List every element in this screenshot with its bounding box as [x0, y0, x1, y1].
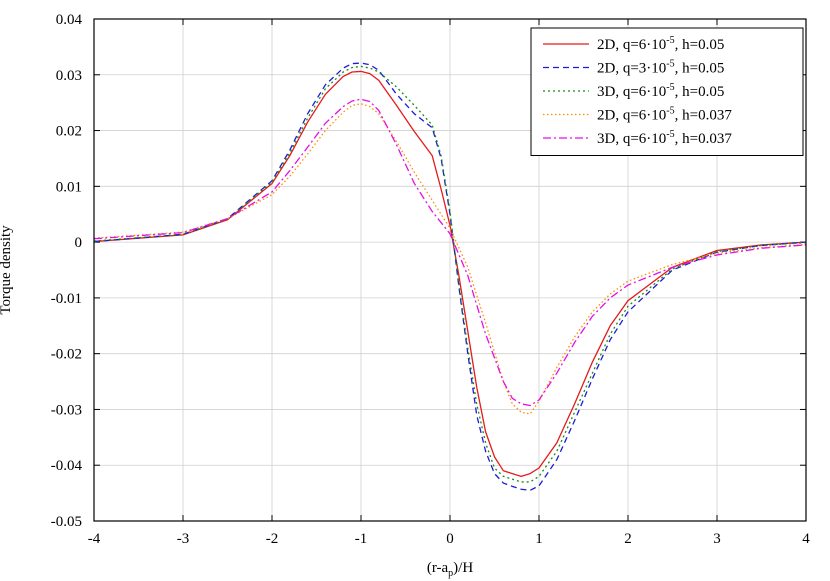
y-tick-label: -0.02	[51, 347, 82, 363]
series-line-4	[93, 103, 807, 415]
x-axis-title-main: (r-a	[427, 560, 449, 576]
legend-label-exponent: -5	[666, 129, 674, 140]
legend-label-post: , h=0.037	[675, 108, 733, 124]
y-tick-label: -0.01	[51, 291, 82, 307]
legend-label-5: 3D, q=6·10-5, h=0.037	[597, 129, 732, 147]
y-axis-title: Torque density	[0, 225, 14, 315]
x-axis-title: (r-ap)/H	[427, 560, 474, 579]
legend-label-pre: 3D, q=6·10	[597, 84, 666, 100]
x-tick-label: 4	[802, 531, 810, 547]
y-tick-label: 0.03	[56, 68, 82, 84]
series-lines	[93, 62, 807, 491]
x-tick-label: 0	[446, 531, 454, 547]
y-tick-label: -0.04	[51, 458, 83, 474]
plot-frame	[93, 18, 807, 522]
legend-label-4: 2D, q=6·10-5, h=0.037	[597, 106, 732, 124]
x-tick-label: -3	[177, 531, 190, 547]
legend-label-exponent: -5	[666, 35, 674, 46]
legend-label-pre: 2D, q=6·10	[597, 108, 666, 124]
legend-label-exponent: -5	[666, 59, 674, 70]
y-tick-label: 0.02	[56, 124, 82, 140]
x-tick-label: 1	[535, 531, 543, 547]
legend-label-pre: 2D, q=6·10	[597, 37, 666, 53]
x-tick-label: -2	[266, 531, 279, 547]
x-tick-label: 2	[624, 531, 632, 547]
legend-label-2: 2D, q=3·10-5, h=0.05	[597, 59, 724, 77]
x-tick-label: -1	[355, 531, 368, 547]
legend-label-post: , h=0.037	[675, 131, 733, 147]
x-axis-title-tail: )/H	[453, 560, 473, 576]
legend-label-pre: 2D, q=3·10	[597, 61, 666, 77]
series-line-1	[93, 70, 807, 478]
legend-label-1: 2D, q=6·10-5, h=0.05	[597, 35, 724, 53]
legend-label-post: , h=0.05	[675, 84, 725, 100]
y-tick-label: 0	[75, 235, 83, 251]
legend-label-exponent: -5	[666, 106, 674, 117]
legend-label-pre: 3D, q=6·10	[597, 131, 666, 147]
legend-label-post: , h=0.05	[675, 61, 725, 77]
tick-labels: -4 -3 -2 -1 0 1 2 3 4 -0.05 -0.04 -0.03 -0.02 -0.01 0 0…	[51, 12, 811, 547]
series-line-3	[93, 65, 807, 483]
x-axis-title-sub: p	[448, 568, 453, 579]
series-line-2	[93, 62, 807, 491]
x-tick-label: 3	[713, 531, 721, 547]
legend-box	[530, 27, 804, 156]
legend-label-3: 3D, q=6·10-5, h=0.05	[597, 82, 724, 100]
y-tick-label: -0.03	[51, 402, 82, 418]
legend-label-exponent: -5	[666, 82, 674, 93]
y-tick-label: -0.05	[51, 514, 82, 530]
legend-label-post: , h=0.05	[675, 37, 725, 53]
x-tick-label: -4	[88, 531, 101, 547]
y-tick-label: 0.04	[56, 12, 83, 28]
y-tick-label: 0.01	[56, 179, 82, 195]
